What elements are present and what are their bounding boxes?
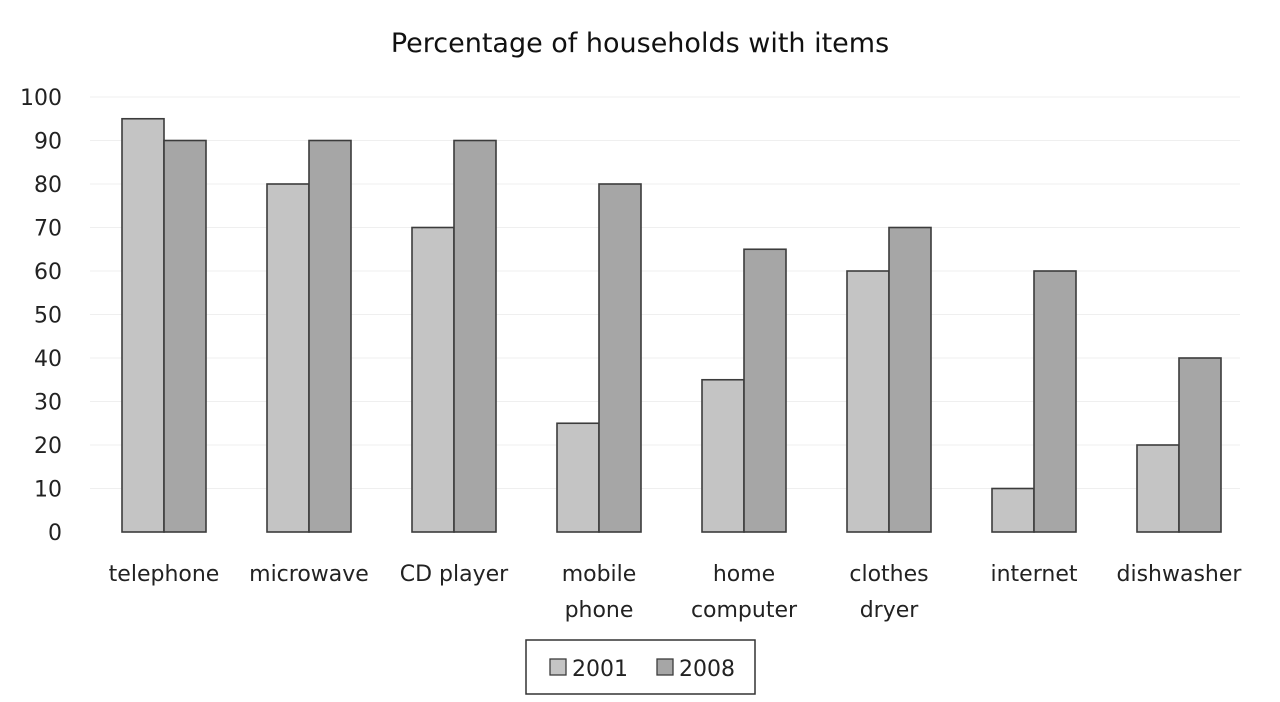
x-tick-label: dryer [860, 598, 920, 623]
bar-2001-0 [121, 117, 165, 533]
bar-2001-3 [556, 422, 600, 533]
legend: 2001 2008 [525, 639, 756, 695]
x-tick-label: internet [991, 562, 1078, 587]
x-tick-label: microwave [249, 562, 369, 587]
bar-2008-2 [453, 139, 497, 533]
bar-2008-4 [743, 248, 787, 533]
bar-2001-4 [701, 378, 745, 533]
bar-2008-7 [1178, 357, 1222, 533]
x-tick-label: CD player [400, 562, 509, 587]
legend-swatch-2001 [549, 658, 567, 676]
x-tick-label: phone [565, 598, 634, 623]
y-tick-label: 10 [34, 478, 62, 503]
y-tick-label: 0 [48, 521, 62, 546]
x-tick-label: mobile [562, 562, 637, 587]
y-tick-label: 30 [34, 391, 62, 416]
x-tick-label: dishwasher [1117, 562, 1243, 587]
y-tick-label: 40 [34, 347, 62, 372]
x-tick-label: home [713, 562, 775, 587]
x-tick-label: telephone [109, 562, 220, 587]
bars [121, 117, 1222, 533]
legend-label-2001: 2001 [572, 657, 628, 682]
legend-box [525, 639, 756, 695]
bar-2008-1 [308, 139, 352, 533]
bar-2001-7 [1136, 444, 1180, 533]
y-axis-ticks: 0 10 20 30 40 50 60 70 80 90 100 [20, 86, 62, 546]
y-tick-label: 90 [34, 130, 62, 155]
bar-2008-0 [163, 139, 207, 533]
bar-2001-6 [991, 487, 1035, 533]
y-tick-label: 50 [34, 304, 62, 329]
chart-title: Percentage of households with items [391, 28, 889, 59]
bar-2008-3 [598, 183, 642, 533]
bar-2001-2 [411, 226, 455, 533]
x-tick-label: computer [691, 598, 798, 623]
bar-2008-6 [1033, 270, 1077, 533]
y-tick-label: 70 [34, 217, 62, 242]
legend-label-2008: 2008 [679, 657, 735, 682]
y-tick-label: 60 [34, 260, 62, 285]
y-tick-label: 20 [34, 434, 62, 459]
bar-2001-5 [846, 270, 890, 533]
bar-2001-1 [266, 183, 310, 533]
y-tick-label: 80 [34, 173, 62, 198]
x-axis-ticks: telephone microwave CD player mobile phone ho… [109, 562, 1243, 623]
bar-2008-5 [888, 226, 932, 533]
legend-swatch-2008 [656, 658, 674, 676]
y-tick-label: 100 [20, 86, 62, 111]
x-tick-label: clothes [849, 562, 928, 587]
